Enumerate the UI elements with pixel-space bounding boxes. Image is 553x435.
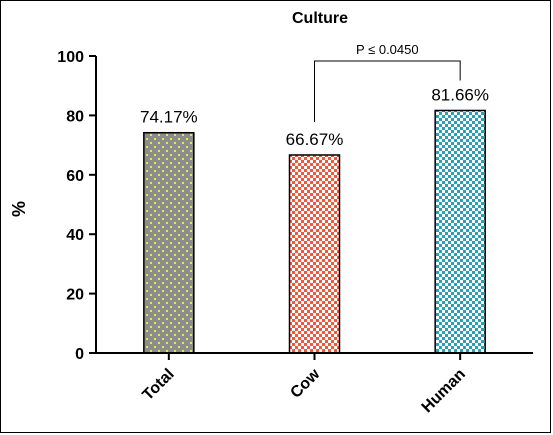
data-label-cow: 66.67% bbox=[286, 130, 344, 149]
y-tick-label: 80 bbox=[66, 108, 84, 125]
p-value-label: P ≤ 0.0450 bbox=[356, 42, 419, 57]
x-tick-label-cow: Cow bbox=[287, 365, 323, 401]
y-tick-label: 60 bbox=[66, 168, 84, 185]
y-axis: 0 20 40 60 80 100 bbox=[57, 49, 97, 363]
y-tick-label: 100 bbox=[57, 49, 84, 66]
data-label-human: 81.66% bbox=[431, 85, 489, 104]
y-tick-label: 0 bbox=[75, 346, 84, 363]
x-tick-label-human: Human bbox=[419, 366, 469, 416]
y-axis-label: % bbox=[9, 201, 29, 217]
chart-title: Culture bbox=[292, 10, 348, 27]
y-tick-label: 20 bbox=[66, 287, 84, 304]
significance-bracket bbox=[314, 60, 461, 122]
bars: 74.17% 66.67% 81.66% bbox=[140, 85, 489, 354]
y-tick-label: 40 bbox=[66, 227, 84, 244]
bar-total bbox=[143, 131, 195, 354]
significance-annotation: P ≤ 0.0450 bbox=[314, 42, 461, 122]
x-axis: Total Cow Human bbox=[96, 352, 533, 416]
bar-human bbox=[434, 109, 486, 354]
x-tick-label-total: Total bbox=[139, 366, 177, 404]
bar-cow bbox=[288, 154, 341, 354]
data-label-total: 74.17% bbox=[140, 108, 198, 127]
